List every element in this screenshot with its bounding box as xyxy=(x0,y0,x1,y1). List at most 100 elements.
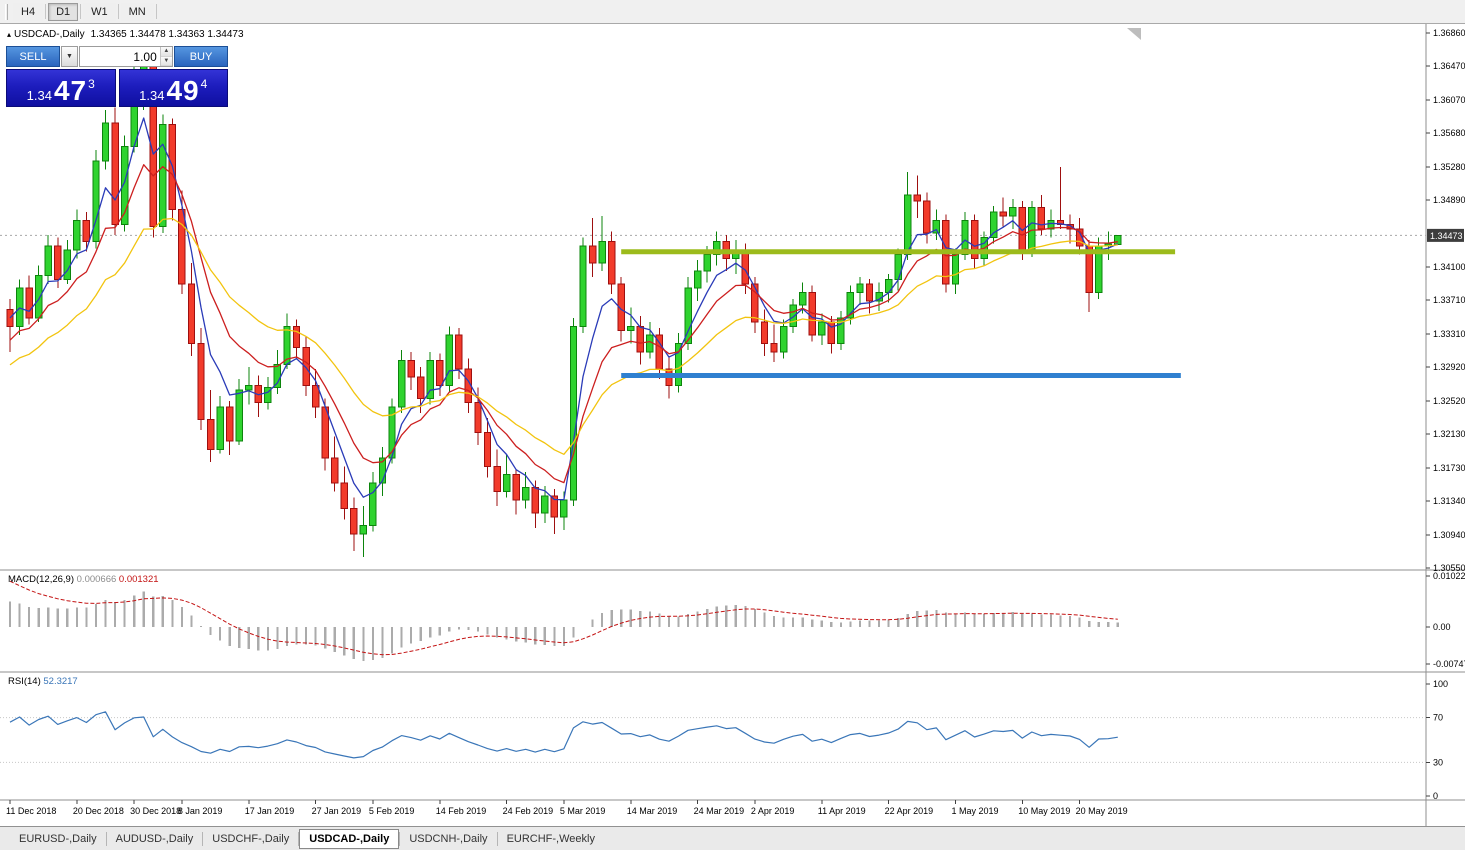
period-button-w1[interactable]: W1 xyxy=(83,2,116,21)
macd-signal-line xyxy=(9,580,1118,656)
chart-title-symbol: USDCAD-,Daily xyxy=(14,29,85,40)
period-button-h4[interactable]: H4 xyxy=(13,2,44,21)
svg-text:1.33710: 1.33710 xyxy=(1433,295,1465,305)
toolbar-separator xyxy=(155,4,157,19)
svg-text:1.34100: 1.34100 xyxy=(1433,262,1465,272)
svg-text:2 Apr 2019: 2 Apr 2019 xyxy=(751,806,795,816)
one-click-order-row: SELL ▼ ▲ ▼ BUY xyxy=(6,46,228,67)
tab-separator xyxy=(399,831,401,846)
volume-spinner: ▲ ▼ xyxy=(159,47,172,66)
svg-text:1.34890: 1.34890 xyxy=(1433,195,1465,205)
volume-preset-dropdown[interactable]: ▼ xyxy=(61,46,78,67)
svg-text:5 Mar 2019: 5 Mar 2019 xyxy=(560,806,606,816)
collapse-triangle-icon[interactable]: ▴ xyxy=(7,30,12,39)
svg-text:11 Apr 2019: 11 Apr 2019 xyxy=(818,806,866,816)
chart-shift-marker[interactable] xyxy=(1127,28,1141,40)
macd-histogram xyxy=(8,591,1119,661)
indicator-scales[interactable]: 0.010229 0.00 -0.007477 100 70 30 0 xyxy=(1426,571,1465,801)
svg-text:22 Apr 2019: 22 Apr 2019 xyxy=(885,806,934,816)
buy-price-big: 49 xyxy=(166,75,200,106)
svg-text:1.36070: 1.36070 xyxy=(1433,95,1465,105)
svg-text:1.36470: 1.36470 xyxy=(1433,61,1465,71)
toolbar-separator xyxy=(45,4,47,19)
periods-toolbar: H4 D1 W1 MN xyxy=(0,0,1465,24)
period-button-mn[interactable]: MN xyxy=(120,2,154,21)
tab-separator xyxy=(202,831,204,846)
svg-text:1.36860: 1.36860 xyxy=(1433,28,1465,38)
svg-text:1.35680: 1.35680 xyxy=(1433,128,1465,138)
svg-text:27 Jan 2019: 27 Jan 2019 xyxy=(312,806,362,816)
ma-fast-blue xyxy=(9,117,1119,501)
buy-button[interactable]: BUY xyxy=(174,46,228,67)
chart-tab-eurusd[interactable]: EURUSD-,Daily xyxy=(19,832,97,845)
svg-text:1 May 2019: 1 May 2019 xyxy=(951,806,998,816)
svg-text:1.32520: 1.32520 xyxy=(1433,396,1465,406)
chart-tab-usdcad[interactable]: USDCAD-,Daily xyxy=(299,828,400,849)
svg-text:0: 0 xyxy=(1433,791,1438,801)
tab-separator xyxy=(298,831,300,846)
ma-mid-red xyxy=(9,164,1118,484)
svg-text:11 Dec 2018: 11 Dec 2018 xyxy=(6,806,56,816)
svg-text:1.31340: 1.31340 xyxy=(1433,496,1465,506)
svg-text:8 Jan 2019: 8 Jan 2019 xyxy=(178,806,223,816)
chart-tab-usdcnh[interactable]: USDCNH-,Daily xyxy=(409,832,488,845)
svg-text:24 Feb 2019: 24 Feb 2019 xyxy=(503,806,554,816)
svg-text:70: 70 xyxy=(1433,713,1443,723)
sell-button[interactable]: SELL xyxy=(6,46,60,67)
rsi-label: RSI(14) 52.3217 xyxy=(8,676,78,687)
svg-text:1.31730: 1.31730 xyxy=(1433,463,1465,473)
svg-text:20 Dec 2018: 20 Dec 2018 xyxy=(73,806,124,816)
macd-label: MACD(12,26,9) 0.000666 0.001321 xyxy=(8,574,159,585)
svg-text:20 May 2019: 20 May 2019 xyxy=(1076,806,1128,816)
toolbar-drag-handle[interactable] xyxy=(5,3,8,20)
tab-separator xyxy=(496,831,498,846)
chart-window: 1.36860 1.36470 1.36070 1.35680 1.35280 1.348… xyxy=(0,24,1465,826)
svg-text:14 Feb 2019: 14 Feb 2019 xyxy=(436,806,487,816)
svg-text:0.010229: 0.010229 xyxy=(1433,571,1465,581)
svg-text:1.32130: 1.32130 xyxy=(1433,429,1465,439)
volume-decrease-button[interactable]: ▼ xyxy=(160,56,172,66)
svg-text:1.35280: 1.35280 xyxy=(1433,162,1465,172)
toolbar-separator xyxy=(117,4,119,19)
svg-text:30: 30 xyxy=(1433,757,1443,767)
chart-tab-audusd[interactable]: AUDUSD-,Daily xyxy=(115,832,194,845)
svg-text:100: 100 xyxy=(1433,679,1448,689)
svg-text:1.30550: 1.30550 xyxy=(1433,563,1465,573)
buy-price-prefix: 1.34 xyxy=(139,88,165,103)
chart-title-ohlc: 1.34365 1.34478 1.34363 1.34473 xyxy=(90,29,244,40)
sell-price-big: 47 xyxy=(53,75,88,106)
svg-text:10 May 2019: 10 May 2019 xyxy=(1018,806,1070,816)
current-price-tag xyxy=(1427,228,1464,242)
buy-price-pip: 4 xyxy=(200,77,208,91)
svg-text:-0.007477: -0.007477 xyxy=(1433,659,1465,669)
svg-text:30 Dec 2018: 30 Dec 2018 xyxy=(130,806,181,816)
toolbar-separator xyxy=(80,4,82,19)
svg-text:1.33310: 1.33310 xyxy=(1433,329,1465,339)
chart-tabs-bar: EURUSD-,Daily AUDUSD-,Daily USDCHF-,Daily U… xyxy=(0,826,1465,850)
price-scale[interactable]: 1.36860 1.36470 1.36070 1.35680 1.35280 1.348… xyxy=(1426,28,1465,573)
tab-separator xyxy=(105,831,107,846)
svg-text:17 Jan 2019: 17 Jan 2019 xyxy=(245,806,295,816)
period-button-d1[interactable]: D1 xyxy=(48,2,79,21)
svg-text:1.34473: 1.34473 xyxy=(1430,231,1463,241)
buy-price-panel[interactable]: 1.34 49 4 xyxy=(118,69,228,107)
one-click-price-row: 1.34 47 3 1.34 49 4 xyxy=(6,69,228,107)
volume-field: ▲ ▼ xyxy=(79,46,173,67)
svg-text:0.00: 0.00 xyxy=(1433,622,1451,632)
chart-tab-usdchf[interactable]: USDCHF-,Daily xyxy=(212,832,290,845)
chart-canvas[interactable]: 1.368601.364701.360701.356801.352801.348… xyxy=(0,24,1465,826)
chart-title: ▴ USDCAD-,Daily 1.34365 1.34478 1.34363 1.… xyxy=(7,29,244,40)
svg-text:5 Feb 2019: 5 Feb 2019 xyxy=(369,806,415,816)
volume-increase-button[interactable]: ▲ xyxy=(160,47,172,57)
chart-tab-eurchf[interactable]: EURCHF-,Weekly xyxy=(506,832,595,845)
svg-text:24 Mar 2019: 24 Mar 2019 xyxy=(694,806,745,816)
sell-price-pip: 3 xyxy=(88,77,95,91)
svg-text:1.30940: 1.30940 xyxy=(1433,530,1465,540)
chevron-down-icon: ▼ xyxy=(66,53,73,60)
rsi-line xyxy=(9,711,1118,759)
ma-slow-yellow xyxy=(9,217,1118,455)
svg-text:14 Mar 2019: 14 Mar 2019 xyxy=(627,806,678,816)
sell-price-panel[interactable]: 1.34 47 3 xyxy=(6,69,116,107)
volume-input[interactable] xyxy=(80,47,160,66)
